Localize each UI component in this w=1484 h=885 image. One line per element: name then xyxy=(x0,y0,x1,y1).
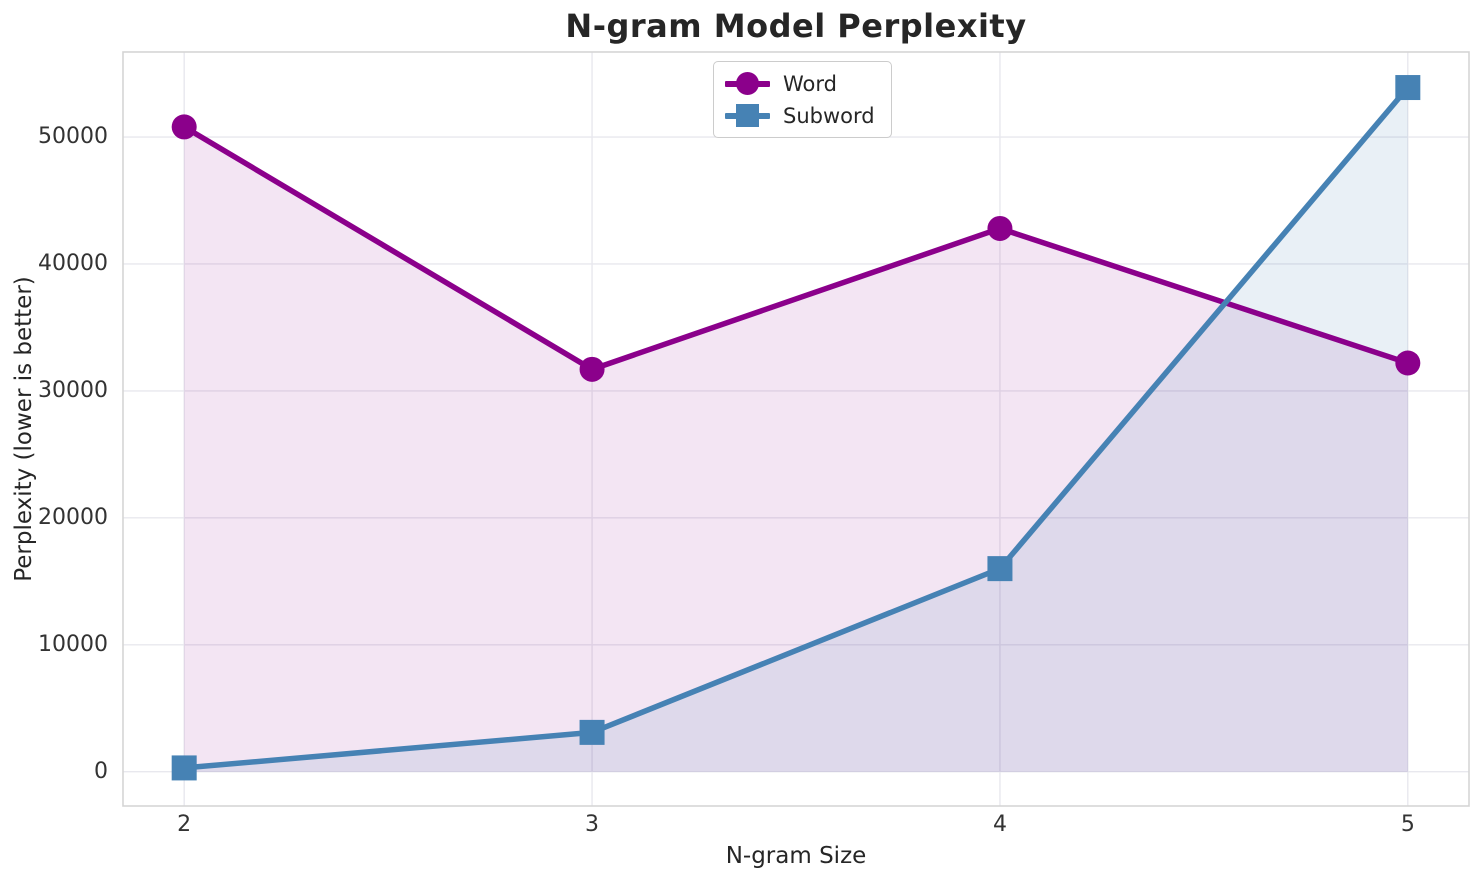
axes-border xyxy=(122,51,1470,807)
y-tick-label: 40000 xyxy=(38,250,108,276)
word-data-point xyxy=(579,356,605,382)
x-tick-label: 4 xyxy=(992,812,1007,837)
word-data-point xyxy=(987,215,1013,241)
y-tick-label: 20000 xyxy=(38,504,108,530)
legend-item-subword: Subword xyxy=(725,101,875,130)
word-line-circle-marker-icon xyxy=(725,69,770,98)
legend-label-word: Word xyxy=(783,71,837,96)
y-tick-label: 50000 xyxy=(38,124,108,150)
y-tick-label: 30000 xyxy=(38,377,108,403)
word-line xyxy=(181,124,1411,373)
subword-data-point xyxy=(579,719,605,745)
word-data-point xyxy=(171,114,197,140)
x-axis-label: N-gram Size xyxy=(725,843,867,869)
word-data-point xyxy=(1395,350,1421,376)
x-tick-label: 5 xyxy=(1400,812,1415,837)
y-tick-label: 10000 xyxy=(38,631,108,657)
subword-line xyxy=(181,84,1411,771)
word-area-fill xyxy=(184,126,1408,772)
subword-data-point xyxy=(1395,75,1421,101)
word-legend-circle xyxy=(736,72,759,95)
legend: Word Subword xyxy=(713,61,892,138)
legend-label-subword: Subword xyxy=(783,103,875,128)
subword-area-fill xyxy=(184,87,1408,772)
x-tick-label: 2 xyxy=(177,812,192,837)
legend-item-word: Word xyxy=(725,69,875,98)
y-tick-label: 0 xyxy=(94,758,108,784)
subword-data-point xyxy=(171,755,197,781)
subword-line-square-marker-icon xyxy=(725,101,770,130)
chart-title: N-gram Model Perplexity xyxy=(565,7,1027,45)
subword-data-point xyxy=(987,556,1013,582)
subword-legend-square xyxy=(736,104,759,127)
x-tick-label: 3 xyxy=(585,812,600,837)
y-axis-label: Perplexity (lower is better) xyxy=(11,276,37,582)
